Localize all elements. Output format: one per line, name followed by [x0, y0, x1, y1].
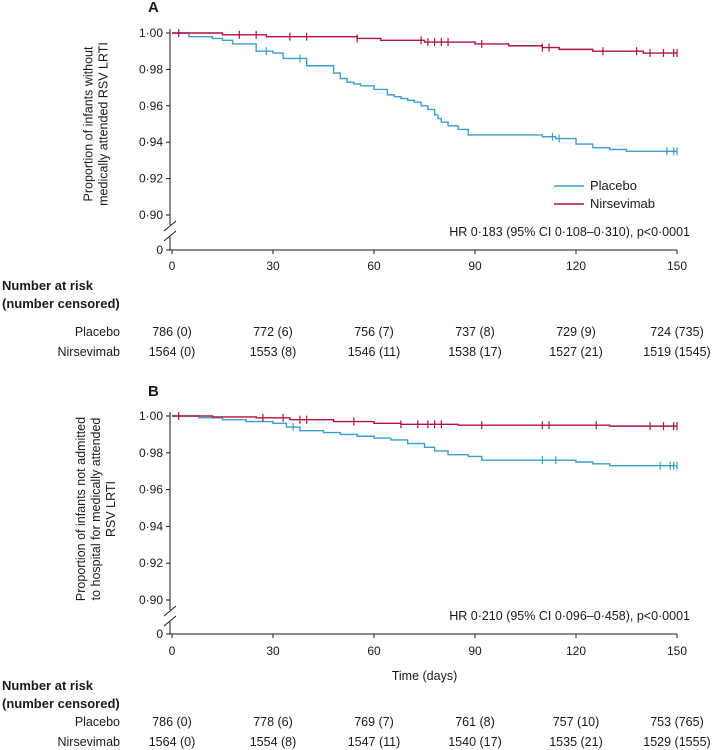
risk-cell: 1546 (11): [348, 345, 401, 359]
x-tick-label: 150: [667, 259, 687, 273]
risk-row-label: Placebo: [75, 325, 120, 339]
risk-cell: 1554 (8): [250, 735, 297, 749]
axis-break-mark: [163, 220, 177, 232]
x-tick-label: 150: [667, 644, 687, 658]
risk-row-label: Nirsevimab: [57, 345, 120, 359]
risk-table-title: Number at risk: [2, 278, 94, 293]
y-tick-label: 0·96: [139, 483, 163, 497]
risk-row-label: Placebo: [75, 715, 120, 729]
y-tick-label: 1·00: [139, 26, 163, 40]
y-axis-label-line: Proportion of infants without: [82, 46, 96, 201]
risk-cell: 761 (8): [455, 715, 495, 729]
risk-cell: 778 (6): [253, 715, 293, 729]
risk-cell: 1535 (21): [549, 735, 603, 749]
risk-cell: 786 (0): [152, 325, 192, 339]
y-tick-label-zero: 0: [156, 243, 163, 257]
y-tick-label: 0·94: [139, 135, 163, 149]
x-tick-label: 90: [468, 644, 482, 658]
risk-cell: 724 (735): [650, 325, 704, 339]
x-tick-label: 60: [367, 259, 381, 273]
x-tick-label: 120: [566, 644, 586, 658]
km-curve-nirsevimab: [172, 415, 677, 427]
y-tick-label: 1·00: [139, 409, 163, 423]
x-tick-label: 120: [566, 259, 586, 273]
risk-cell: 1564 (0): [149, 735, 196, 749]
panel-label: B: [148, 383, 159, 400]
y-tick-label: 0·90: [139, 593, 163, 607]
y-axis-label-line: Proportion of infants not admitted: [74, 417, 88, 601]
risk-cell: 753 (765): [650, 715, 704, 729]
y-tick-label: 0·90: [139, 208, 163, 222]
panel-label: A: [148, 0, 159, 16]
x-tick-label: 30: [266, 259, 280, 273]
risk-row-label: Nirsevimab: [57, 735, 120, 749]
km-curve-placebo: [172, 32, 677, 152]
km-curve-nirsevimab: [172, 32, 677, 54]
risk-cell: 757 (10): [553, 715, 600, 729]
risk-cell: 772 (6): [253, 325, 293, 339]
x-axis-label: Time (days): [392, 669, 458, 683]
legend-label-placebo: Placebo: [590, 178, 637, 193]
risk-cell: 1564 (0): [149, 345, 196, 359]
legend-label-nirsevimab: Nirsevimab: [590, 196, 655, 211]
axis-break-mark: [163, 605, 177, 617]
x-tick-label: 90: [468, 259, 482, 273]
risk-cell: 1553 (8): [250, 345, 297, 359]
risk-cell: 737 (8): [455, 325, 495, 339]
risk-cell: 1529 (1555): [643, 735, 710, 749]
y-tick-label: 0·98: [139, 446, 163, 460]
x-tick-label: 60: [367, 644, 381, 658]
hazard-ratio-annotation: HR 0·210 (95% CI 0·096–0·458), p<0·0001: [449, 609, 690, 623]
axis-break-mark: [163, 230, 177, 242]
y-tick-label: 0·98: [139, 62, 163, 76]
x-tick-label: 0: [169, 644, 176, 658]
risk-cell: 1519 (1545): [643, 345, 710, 359]
risk-cell: 756 (7): [354, 325, 394, 339]
x-tick-label: 30: [266, 644, 280, 658]
risk-table-title: (number censored): [2, 696, 120, 711]
y-tick-label: 0·92: [139, 556, 163, 570]
y-tick-label-zero: 0: [156, 627, 163, 641]
risk-table-title: (number censored): [2, 296, 120, 311]
y-axis-label-line: RSV LRTI: [104, 481, 118, 537]
risk-cell: 1538 (17): [448, 345, 502, 359]
y-axis-label: Proportion of infants not admittedto hos…: [74, 417, 118, 601]
panel-a-chart: A 1·00 0·98 0·96 0·94 0·92 0·90 00 30 60 90 120 150 P…: [2, 0, 711, 359]
risk-table-title: Number at risk: [2, 678, 94, 693]
risk-cell: 1527 (21): [549, 345, 603, 359]
risk-cell: 729 (9): [556, 325, 596, 339]
y-tick-label: 0·92: [139, 172, 163, 186]
axis-break-mark: [163, 615, 177, 627]
x-tick-label: 0: [169, 259, 176, 273]
y-tick-label: 0·94: [139, 519, 163, 533]
y-axis-label-line: medically attended RSV LRTI: [97, 42, 111, 206]
panel-b-chart: B 1·00 0·98 0·96 0·94 0·92 0·90 00 30 60 90 120 150 T…: [2, 383, 711, 749]
y-axis-label-line: to hospital for medically attended: [89, 418, 103, 601]
y-tick-label: 0·96: [139, 99, 163, 113]
risk-cell: 769 (7): [354, 715, 394, 729]
hazard-ratio-annotation: HR 0·183 (95% CI 0·108–0·310), p<0·0001: [449, 225, 690, 239]
risk-cell: 786 (0): [152, 715, 192, 729]
risk-cell: 1540 (17): [448, 735, 502, 749]
y-axis-label: Proportion of infants withoutmedically a…: [82, 42, 111, 206]
km-curve-placebo: [172, 415, 677, 467]
risk-cell: 1547 (11): [348, 735, 401, 749]
